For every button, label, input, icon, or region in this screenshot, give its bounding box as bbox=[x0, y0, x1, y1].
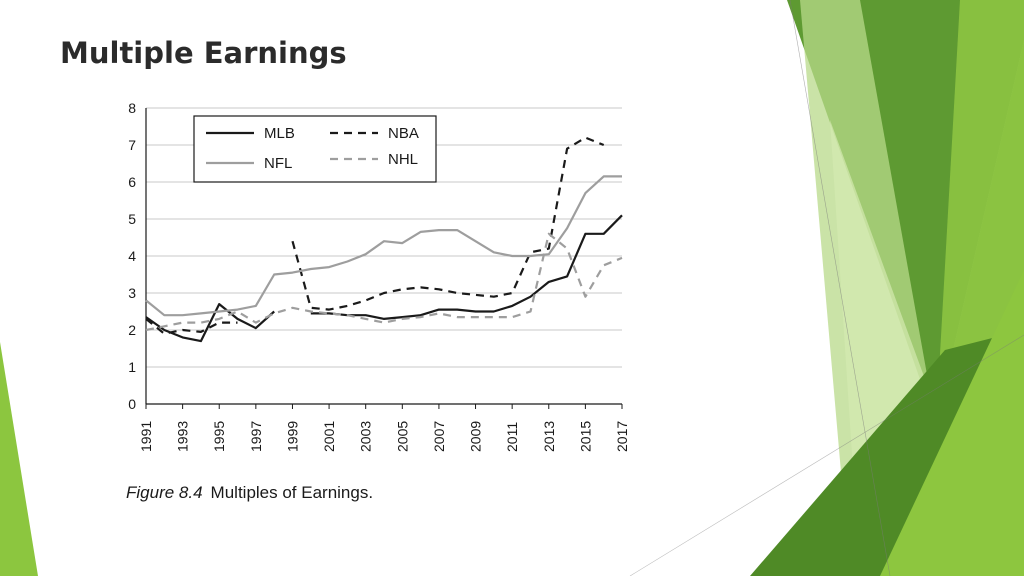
y-tick-label: 5 bbox=[128, 211, 136, 227]
series-line-nhl bbox=[145, 232, 623, 332]
x-tick-label: 2011 bbox=[504, 422, 520, 452]
legend-box bbox=[193, 115, 437, 183]
y-tick-label: 0 bbox=[128, 396, 136, 412]
y-tick-label: 3 bbox=[128, 285, 136, 301]
x-tick-label: 2009 bbox=[468, 421, 484, 452]
legend-label-nhl: NHL bbox=[388, 151, 418, 168]
legend-label-nba: NBA bbox=[388, 125, 419, 142]
series-line-nba bbox=[145, 318, 238, 335]
thin-decor-line-2 bbox=[629, 334, 1024, 576]
series-line-nfl bbox=[145, 175, 622, 317]
series-line-nba bbox=[291, 136, 605, 311]
x-tick-label: 2003 bbox=[358, 421, 374, 452]
left-green-sliver bbox=[0, 342, 38, 576]
y-tick-label: 7 bbox=[128, 137, 136, 153]
y-tick-label: 6 bbox=[128, 174, 136, 190]
series-line-mlb bbox=[145, 303, 275, 343]
slide-title: Multiple Earnings bbox=[60, 36, 347, 70]
x-tick-label: 1993 bbox=[175, 421, 191, 452]
x-tick-label: 1997 bbox=[248, 421, 264, 452]
x-tick-label: 2001 bbox=[321, 421, 337, 452]
x-tick-label: 2007 bbox=[431, 421, 447, 452]
legend-label-nfl: NFL bbox=[264, 155, 292, 172]
legend-label-mlb: MLB bbox=[264, 125, 295, 142]
x-tick-label: 1995 bbox=[211, 421, 227, 452]
y-tick-label: 4 bbox=[128, 248, 136, 264]
x-tick-label: 2015 bbox=[577, 421, 593, 452]
x-tick-label: 1991 bbox=[138, 421, 154, 452]
series-line-mlb bbox=[310, 214, 623, 320]
thin-decor-line-1 bbox=[789, 0, 891, 576]
figure-caption: Figure 8.4 Multiples of Earnings. bbox=[126, 483, 373, 503]
figure-label: Figure 8.4 bbox=[126, 483, 203, 502]
y-tick-label: 2 bbox=[128, 322, 136, 338]
y-tick-label: 8 bbox=[128, 100, 136, 116]
y-tick-label: 1 bbox=[128, 359, 136, 375]
x-tick-label: 2017 bbox=[614, 421, 630, 452]
x-tick-label: 2013 bbox=[541, 421, 557, 452]
bottom-bright-facet bbox=[880, 270, 1024, 576]
x-tick-label: 1999 bbox=[284, 421, 300, 452]
x-tick-label: 2005 bbox=[394, 421, 410, 452]
figure-caption-text: Multiples of Earnings. bbox=[210, 483, 374, 502]
